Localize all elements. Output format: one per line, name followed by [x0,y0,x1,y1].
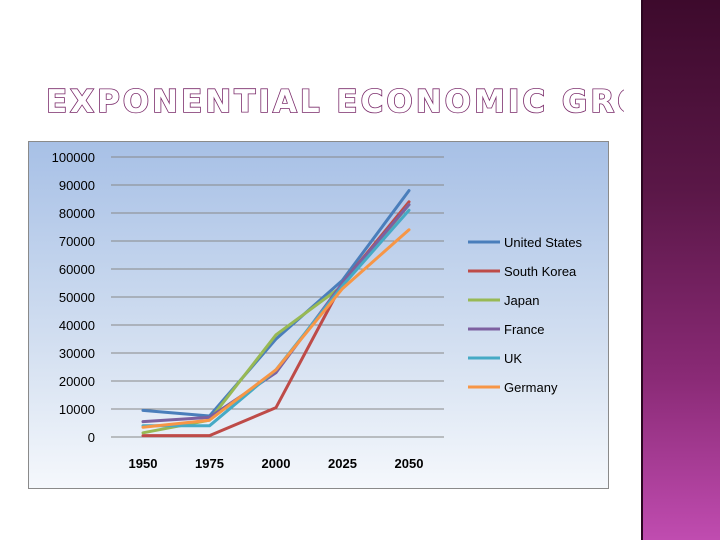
y-tick-label: 0 [88,430,95,445]
legend: United States South Korea Japan France UK Ger… [468,235,583,395]
y-tick-label: 40000 [59,318,95,333]
series-line-germany [141,228,411,429]
y-axis-ticks: 1000009000080000700006000050000400003000… [52,150,95,445]
decorative-side-band [641,0,720,540]
y-tick-label: 60000 [59,262,95,277]
x-tick-label: 1975 [195,456,224,471]
series-line-united-states [141,189,411,418]
x-tick-label: 2025 [328,456,357,471]
chart-svg: 1000009000080000700006000050000400003000… [28,141,609,489]
slide-title: EXPONENTIAL ECONOMIC GROWTH [45,83,624,121]
x-axis-ticks: 1950 1975 2000 2025 2050 [129,456,424,471]
y-tick-label: 100000 [52,150,95,165]
y-tick-label: 80000 [59,206,95,221]
legend-label: UK [504,351,522,366]
y-tick-label: 70000 [59,234,95,249]
series-line-france [141,203,411,424]
x-tick-label: 2000 [262,456,291,471]
y-tick-label: 20000 [59,374,95,389]
y-tick-label: 50000 [59,290,95,305]
legend-label: Germany [504,380,558,395]
gridlines [111,156,444,438]
slide-title-text: EXPONENTIAL ECONOMIC GROWTH [46,84,624,120]
y-tick-label: 30000 [59,346,95,361]
legend-label: United States [504,235,583,250]
legend-label: France [504,322,544,337]
series-lines [141,189,411,438]
y-tick-label: 10000 [59,402,95,417]
x-tick-label: 2050 [395,456,424,471]
legend-label: Japan [504,293,539,308]
y-tick-label: 90000 [59,178,95,193]
x-tick-label: 1950 [129,456,158,471]
legend-label: South Korea [504,264,577,279]
line-chart: 100000 90000 80000 70000 60000 50000 40000 3000… [28,141,609,489]
